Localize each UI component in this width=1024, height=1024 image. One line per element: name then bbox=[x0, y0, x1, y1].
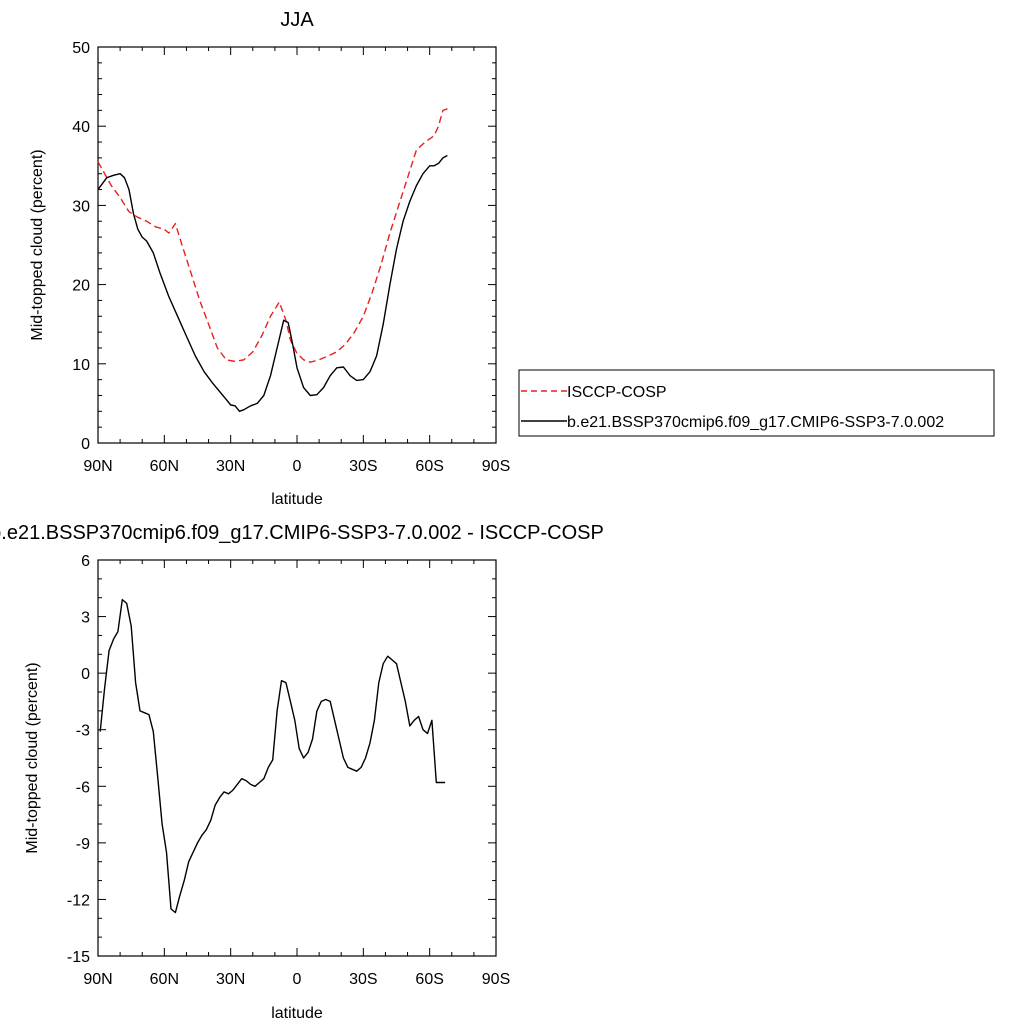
top-y-tick-label: 0 bbox=[81, 436, 90, 453]
bottom-y-tick-label: -9 bbox=[76, 836, 90, 853]
bottom-x-tick-label: 90N bbox=[83, 971, 112, 988]
bottom-x-axis-label: latitude bbox=[271, 1005, 323, 1022]
top-y-tick-label: 50 bbox=[72, 40, 90, 57]
bottom-x-tick-label: 60S bbox=[415, 971, 443, 988]
top-x-tick-label: 60S bbox=[415, 458, 443, 475]
bottom-x-tick-label: 90S bbox=[482, 971, 510, 988]
bottom-y-tick-label: -12 bbox=[67, 892, 90, 909]
bottom-plot-frame bbox=[97, 559, 497, 957]
bottom-x-tick-label: 0 bbox=[293, 971, 302, 988]
bottom-y-tick-label: 6 bbox=[81, 553, 90, 570]
legend-label-model: b.e21.BSSP370cmip6.f09_g17.CMIP6-SSP3-7.… bbox=[567, 414, 944, 431]
legend-label-isccp-cosp: ISCCP-COSP bbox=[567, 384, 667, 401]
top-x-tick-label: 90N bbox=[83, 458, 112, 475]
top-model-line bbox=[97, 154, 448, 412]
top-y-tick-label: 10 bbox=[72, 357, 90, 374]
bottom-x-tick-label: 30N bbox=[216, 971, 245, 988]
top-y-tick-label: 30 bbox=[72, 198, 90, 215]
bottom-y-axis-label: Mid-topped cloud (percent) bbox=[24, 662, 41, 853]
bottom-x-ticks: 90N 60N 30N 0 30S 60S 90S bbox=[83, 560, 510, 988]
top-x-tick-label: 0 bbox=[293, 458, 302, 475]
top-x-ticks: 90N 60N 30N 0 30S 60S 90S bbox=[83, 47, 510, 475]
bottom-y-tick-label: -3 bbox=[76, 723, 90, 740]
top-x-axis-label: latitude bbox=[271, 491, 323, 508]
bottom-difference-line bbox=[99, 598, 446, 914]
bottom-panel: b.e21.BSSP370cmip6.f09_g17.CMIP6-SSP3-7.… bbox=[0, 522, 604, 1022]
bottom-x-tick-label: 60N bbox=[150, 971, 179, 988]
top-x-tick-label: 30N bbox=[216, 458, 245, 475]
bottom-y-tick-label: -15 bbox=[67, 949, 90, 966]
bottom-y-tick-label: 3 bbox=[81, 610, 90, 627]
top-isccp-cosp-line bbox=[97, 108, 448, 363]
bottom-y-tick-label: 0 bbox=[81, 666, 90, 683]
bottom-x-tick-label: 30S bbox=[349, 971, 377, 988]
top-y-ticks: 0 10 20 30 40 50 bbox=[72, 40, 496, 453]
top-plot-frame bbox=[97, 46, 497, 444]
top-title: JJA bbox=[280, 9, 314, 31]
legend: ISCCP-COSP b.e21.BSSP370cmip6.f09_g17.CM… bbox=[518, 369, 995, 437]
top-x-tick-label: 90S bbox=[482, 458, 510, 475]
legend-box bbox=[518, 369, 995, 437]
bottom-y-ticks: 6 3 0 -3 -6 -9 -12 -15 bbox=[67, 553, 496, 966]
top-x-tick-label: 30S bbox=[349, 458, 377, 475]
top-panel: JJA 0 10 20 30 40 50 90N 60N 30N 0 30S 60S 90S lati… bbox=[29, 9, 510, 508]
top-y-tick-label: 20 bbox=[72, 278, 90, 295]
top-y-tick-label: 40 bbox=[72, 119, 90, 136]
top-series bbox=[97, 108, 448, 412]
bottom-series bbox=[99, 598, 446, 914]
bottom-title: b.e21.BSSP370cmip6.f09_g17.CMIP6-SSP3-7.… bbox=[0, 522, 604, 544]
bottom-y-tick-label: -6 bbox=[76, 779, 90, 796]
top-y-axis-label: Mid-topped cloud (percent) bbox=[29, 149, 46, 340]
top-x-tick-label: 60N bbox=[150, 458, 179, 475]
